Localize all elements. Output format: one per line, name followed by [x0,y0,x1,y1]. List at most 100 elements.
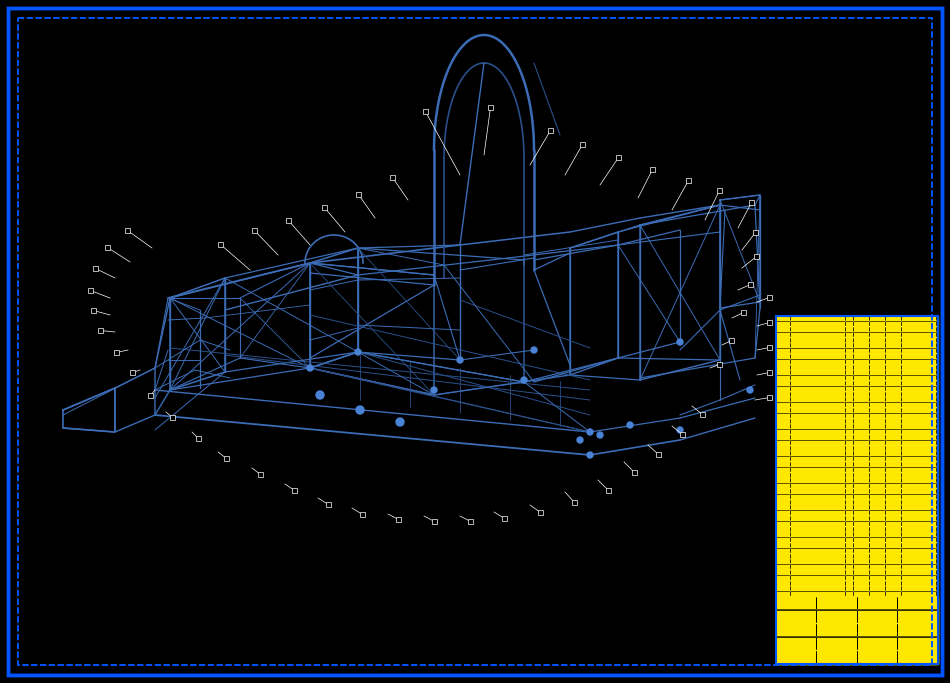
Bar [869,451,884,456]
Bar [869,554,884,559]
Bar [853,441,868,445]
Bar [846,430,852,434]
Bar [776,624,816,636]
Bar [776,538,789,542]
Bar [468,519,473,524]
Circle shape [396,418,404,426]
Bar [853,446,868,451]
Bar [853,516,868,520]
Bar [148,393,153,398]
Bar [790,403,845,407]
Bar [885,500,901,505]
Bar [790,338,845,342]
Bar [853,522,868,526]
Bar [846,505,852,510]
Bar [790,381,845,386]
Bar [776,326,938,332]
Bar [853,354,868,359]
Bar [224,456,229,461]
Bar [776,376,789,380]
Bar [902,338,936,342]
Bar [790,435,845,440]
Bar [776,344,789,348]
Bar [218,242,223,247]
Bar [885,516,901,520]
Bar [869,424,884,429]
Bar [548,128,553,133]
Bar [869,462,884,466]
Bar [790,478,845,483]
Bar [853,414,868,418]
Bar [196,436,201,441]
Bar [853,338,868,342]
Bar [869,570,884,574]
Bar [885,451,901,456]
Bar [869,344,884,348]
Bar [776,494,789,499]
Bar [776,473,938,477]
Bar [885,587,901,591]
Bar [846,316,852,321]
Bar [898,638,938,650]
Bar [776,484,789,488]
Bar [790,587,845,591]
Bar [776,456,938,462]
Bar [902,354,936,359]
Bar [885,457,901,461]
Bar [885,344,901,348]
Bar [776,391,938,397]
Bar [656,452,661,457]
Bar [125,228,130,233]
Bar [580,142,585,147]
Bar [902,430,936,434]
Bar [776,505,938,510]
Bar [902,360,936,364]
Bar [853,489,868,494]
Bar [817,638,857,650]
Bar [776,333,789,337]
Bar [902,365,936,370]
Bar [776,598,816,609]
Bar [776,408,789,413]
Bar [885,322,901,326]
Bar [853,392,868,397]
Bar [753,230,758,235]
Bar [776,516,789,520]
Bar [846,587,852,591]
Bar [902,570,936,574]
Circle shape [521,377,527,383]
Bar [846,559,852,564]
Bar [790,398,845,402]
Bar [846,511,852,515]
Bar [776,392,789,397]
Bar [776,387,789,391]
Bar [846,489,852,494]
Bar [885,576,901,580]
Bar [776,451,789,456]
Bar [885,333,901,337]
Bar [776,610,938,623]
Bar [885,543,901,548]
Bar [790,419,845,423]
Bar [776,638,816,650]
Bar [790,554,845,559]
Bar [869,360,884,364]
Bar [776,489,789,494]
Bar [902,462,936,466]
Bar [776,564,938,570]
Bar [322,205,327,210]
Bar [885,392,901,397]
Bar [776,473,789,477]
Bar [885,441,901,445]
Circle shape [431,387,437,393]
Bar [869,446,884,451]
Bar [902,543,936,548]
Bar [292,488,297,493]
Bar [869,441,884,445]
Bar [846,500,852,505]
Bar [776,354,938,359]
Bar [91,308,96,313]
Bar [776,548,789,553]
Bar [700,412,705,417]
Bar [846,376,852,380]
